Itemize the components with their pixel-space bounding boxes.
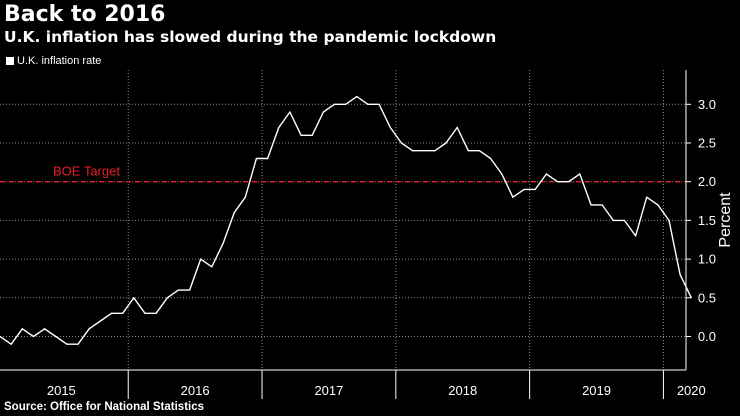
y-tick-label: 0.5 [698, 290, 716, 305]
y-tick-label: 3.0 [698, 97, 716, 112]
y-tick-label: 1.5 [698, 213, 716, 228]
data-point [423, 150, 425, 152]
data-point [88, 328, 90, 330]
data-point [411, 150, 414, 152]
data-point [155, 312, 157, 314]
data-point [55, 335, 57, 338]
y-tick-label: 1.0 [698, 252, 716, 267]
data-point [133, 297, 135, 299]
data-point [144, 312, 146, 314]
data-point [523, 188, 525, 191]
y-tick-label: 0.0 [698, 329, 716, 344]
data-point [188, 289, 191, 291]
data-point [400, 142, 402, 144]
data-point [367, 103, 369, 105]
data-point [467, 150, 469, 152]
x-tick-label: 2015 [47, 383, 76, 398]
axes: 0.0 0.5 1.0 1.5 2.0 2.5 3.0 Percent 2015 2016 2017… [0, 70, 734, 399]
data-point [345, 103, 347, 105]
data-point [579, 173, 581, 175]
data-point [646, 196, 648, 198]
data-point [311, 134, 313, 136]
data-point [244, 196, 246, 198]
data-point [389, 126, 391, 129]
data-point [601, 204, 603, 206]
grid [0, 70, 686, 370]
data-point [289, 111, 291, 113]
data-point [32, 335, 35, 338]
legend: U.K. inflation rate [6, 55, 101, 67]
data-point [679, 273, 681, 276]
x-tick-label: 2020 [677, 383, 706, 398]
data-point [434, 150, 436, 152]
data-point [66, 343, 68, 345]
data-point [456, 126, 458, 129]
data-point [445, 142, 447, 144]
chart-title: Back to 2016 [4, 2, 166, 27]
data-point [177, 289, 179, 291]
data-point [0, 335, 1, 338]
data-point [556, 181, 559, 183]
chart-subtitle: U.K. inflation has slowed during the pan… [4, 28, 497, 46]
legend-label: U.K. inflation rate [17, 55, 102, 67]
data-point [623, 219, 626, 221]
data-point [44, 328, 46, 330]
data-point [322, 111, 324, 113]
data-point [300, 134, 302, 136]
y-axis-title: Percent [717, 192, 734, 248]
data-point [333, 103, 336, 105]
series-group [0, 95, 692, 345]
data-point [512, 196, 514, 198]
data-point [233, 212, 235, 214]
data-point [378, 103, 380, 105]
x-tick-label: 2016 [181, 383, 210, 398]
data-point [501, 173, 503, 175]
data-point [657, 204, 659, 206]
data-point [110, 312, 113, 314]
data-point [200, 258, 202, 260]
source-note: Source: Office for National Statistics [4, 401, 205, 413]
data-point [211, 266, 213, 268]
data-point [668, 219, 670, 221]
data-point [545, 173, 547, 175]
data-point [10, 343, 12, 345]
data-point [634, 235, 637, 237]
x-tick-label: 2018 [448, 383, 477, 398]
data-point [534, 188, 536, 191]
data-point [166, 297, 168, 299]
legend-swatch-icon [6, 57, 14, 65]
data-point [490, 157, 492, 160]
target-label: BOE Target [53, 164, 120, 179]
data-point [612, 219, 614, 221]
data-point [222, 243, 224, 245]
data-point [21, 328, 23, 330]
data-point [77, 343, 79, 345]
y-tick-label: 2.5 [698, 136, 716, 151]
x-tick-label: 2017 [314, 383, 343, 398]
data-point [590, 204, 592, 206]
data-point [99, 320, 101, 322]
data-point [278, 126, 280, 129]
data-point [122, 312, 124, 314]
y-tick-label: 2.0 [698, 174, 716, 189]
x-tick-label: 2019 [582, 383, 611, 398]
target-line-group: BOE Target [0, 164, 686, 183]
data-point [478, 150, 481, 152]
line-chart: BOE Target 0.0 0.5 1.0 1.5 2.0 2.5 3.0 Percent 2… [0, 70, 734, 399]
data-point [356, 95, 358, 98]
data-point [568, 181, 570, 183]
data-point [255, 157, 258, 160]
data-point [267, 157, 269, 160]
